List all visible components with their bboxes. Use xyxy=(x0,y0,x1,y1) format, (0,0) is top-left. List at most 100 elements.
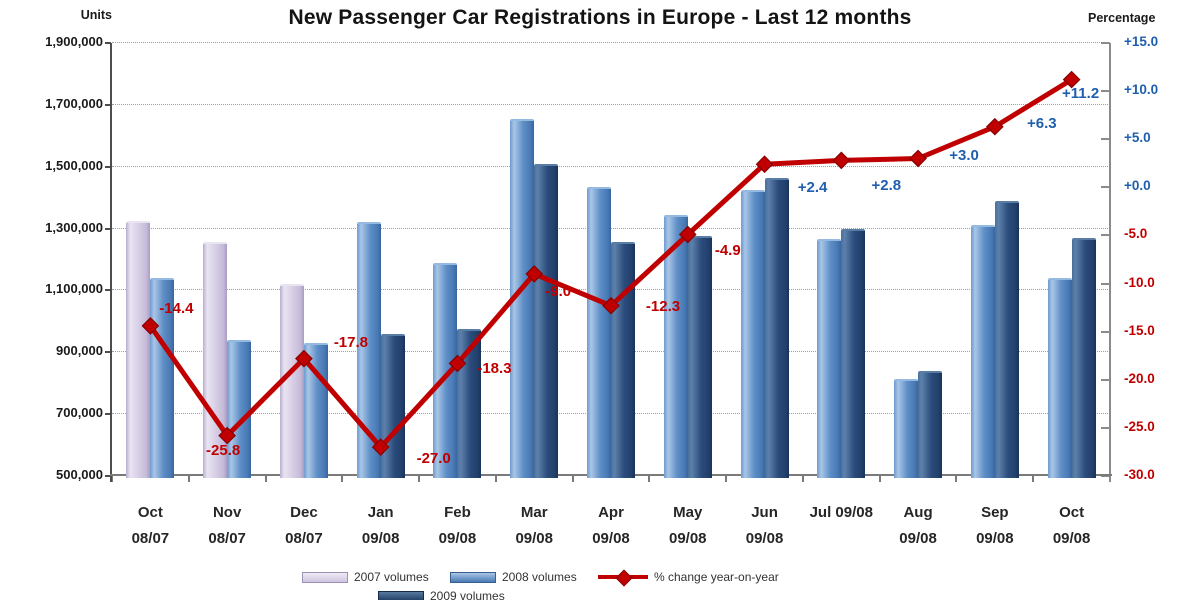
bar-2009-volumes xyxy=(534,163,559,478)
bar-2009-volumes xyxy=(764,177,789,478)
right-axis-line xyxy=(1109,43,1111,482)
x-axis-month-label: Nov xyxy=(212,504,242,521)
x-axis-tick-mark xyxy=(801,476,804,482)
y-axis-tick-mark xyxy=(105,289,111,292)
y-axis-tick-label: 1,300,000 xyxy=(45,219,103,235)
bar-2009-volumes xyxy=(1071,237,1096,478)
left-axis-line xyxy=(110,43,112,482)
pct-axis-tick-label: +10.0 xyxy=(1124,82,1159,98)
change-value-label: +11.2 xyxy=(1062,84,1100,102)
pct-axis-tick-label: +0.0 xyxy=(1124,178,1151,194)
pct-axis-tick-mark xyxy=(1101,90,1109,93)
x-axis-period-label: 09/08 xyxy=(976,530,1014,547)
pct-axis-tick-label: +15.0 xyxy=(1124,34,1159,49)
change-value-label: -18.3 xyxy=(477,360,512,378)
y-axis-tick-label: 500,000 xyxy=(56,467,103,482)
bar-2008-volumes xyxy=(817,239,842,478)
pct-axis-tick-mark xyxy=(1101,475,1109,477)
bar-2009-volumes xyxy=(687,236,712,478)
x-axis-period-label: 09/08 xyxy=(361,530,400,547)
x-axis-month-label: Dec xyxy=(290,504,318,521)
change-value-label: -27.0 xyxy=(416,450,451,468)
x-axis-month-label: Feb xyxy=(444,504,471,521)
pct-axis-tick-mark xyxy=(1101,330,1109,333)
change-value-label: -25.8 xyxy=(206,441,241,459)
change-value-label: +6.3 xyxy=(1027,114,1057,132)
x-axis-month-label: Jul 09/08 xyxy=(809,504,873,521)
change-value-label: +3.0 xyxy=(949,147,979,165)
y-axis-tick-label: 1,700,000 xyxy=(45,95,103,111)
x-axis-period-label: 09/08 xyxy=(899,530,937,547)
x-axis-tick-mark xyxy=(341,476,344,482)
change-value-label: -4.9 xyxy=(714,242,741,260)
y-axis-tick-label: 1,100,000 xyxy=(45,281,103,297)
bar-2008-volumes xyxy=(894,378,919,478)
x-axis-period-label: 09/08 xyxy=(745,530,784,547)
pct-axis-tick-mark xyxy=(1101,186,1109,189)
bar-2008-volumes xyxy=(587,186,611,478)
bar-2007-volumes xyxy=(279,284,304,478)
change-value-label: +2.4 xyxy=(797,179,828,197)
x-axis-month-label: Jun xyxy=(751,504,778,521)
x-axis-tick-mark xyxy=(648,476,651,482)
pct-axis-tick-mark xyxy=(1101,138,1109,141)
y-axis-tick-mark xyxy=(105,227,111,230)
bar-2008-volumes xyxy=(303,343,328,478)
bar-2008-volumes xyxy=(970,225,995,478)
x-axis-tick-mark xyxy=(111,476,113,482)
bar-2008-volumes xyxy=(740,189,765,478)
bar-2009-volumes xyxy=(841,228,866,478)
pct-axis-tick-mark xyxy=(1101,426,1109,429)
pct-axis-tick-label: -20.0 xyxy=(1124,370,1155,386)
x-axis-period-label: 09/08 xyxy=(1052,530,1091,547)
gridline xyxy=(112,103,1110,105)
right-axis-title: Percentage xyxy=(1088,11,1156,25)
x-axis-period-label: 09/08 xyxy=(515,530,553,547)
x-axis-tick-mark xyxy=(1032,476,1035,482)
x-axis-month-label: Sep xyxy=(981,504,1009,521)
pct-axis-tick-mark xyxy=(1101,42,1109,44)
x-axis-tick-mark xyxy=(494,476,497,482)
x-axis-period-label: 08/07 xyxy=(285,530,323,547)
bar-2007-volumes xyxy=(126,220,151,478)
x-axis-period-label: 08/07 xyxy=(208,530,246,547)
pct-axis-tick-label: -5.0 xyxy=(1124,226,1148,242)
x-axis-month-label: Oct xyxy=(1059,504,1085,521)
x-axis-tick-mark xyxy=(264,476,267,482)
pct-axis-tick-label: -25.0 xyxy=(1124,418,1155,434)
bar-2009-volumes xyxy=(918,370,943,478)
pct-axis-tick-mark xyxy=(1101,378,1109,381)
pct-axis-tick-mark xyxy=(1101,234,1109,237)
bar-2009-volumes xyxy=(611,242,635,478)
bar-2008-volumes xyxy=(663,214,688,478)
bar-2008-volumes xyxy=(1047,278,1072,478)
y-axis-tick-mark xyxy=(105,413,111,416)
gridline xyxy=(112,227,1110,229)
x-axis-month-label: Oct xyxy=(137,504,163,521)
y-axis-tick-mark xyxy=(105,351,111,354)
y-axis-tick-label: 1,500,000 xyxy=(45,157,103,173)
pct-axis-tick-label: -30.0 xyxy=(1124,467,1155,482)
bar-2008-volumes xyxy=(433,262,458,478)
gridline xyxy=(112,165,1110,167)
x-axis-tick-mark xyxy=(418,476,421,482)
y-axis-tick-mark xyxy=(105,475,111,477)
x-axis-tick-mark xyxy=(878,476,881,482)
change-value-label: -17.8 xyxy=(333,333,369,351)
pct-axis-tick-mark xyxy=(1101,282,1109,285)
change-value-label: -9.0 xyxy=(545,282,572,300)
change-value-label: -12.3 xyxy=(645,297,681,315)
y-axis-tick-label: 900,000 xyxy=(56,343,103,359)
y-axis-tick-label: 700,000 xyxy=(56,405,103,421)
x-axis-month-label: May xyxy=(673,504,703,521)
x-axis-period-label: 09/08 xyxy=(668,530,707,547)
x-axis-period-label: 09/08 xyxy=(438,530,477,547)
x-axis-month-label: Apr xyxy=(598,504,624,521)
x-axis-period-label: 08/07 xyxy=(131,530,170,547)
x-axis-period-label: 09/08 xyxy=(592,530,630,547)
x-axis-tick-mark xyxy=(187,476,190,482)
left-axis-title: Units xyxy=(80,8,112,22)
gridline xyxy=(112,42,1110,43)
